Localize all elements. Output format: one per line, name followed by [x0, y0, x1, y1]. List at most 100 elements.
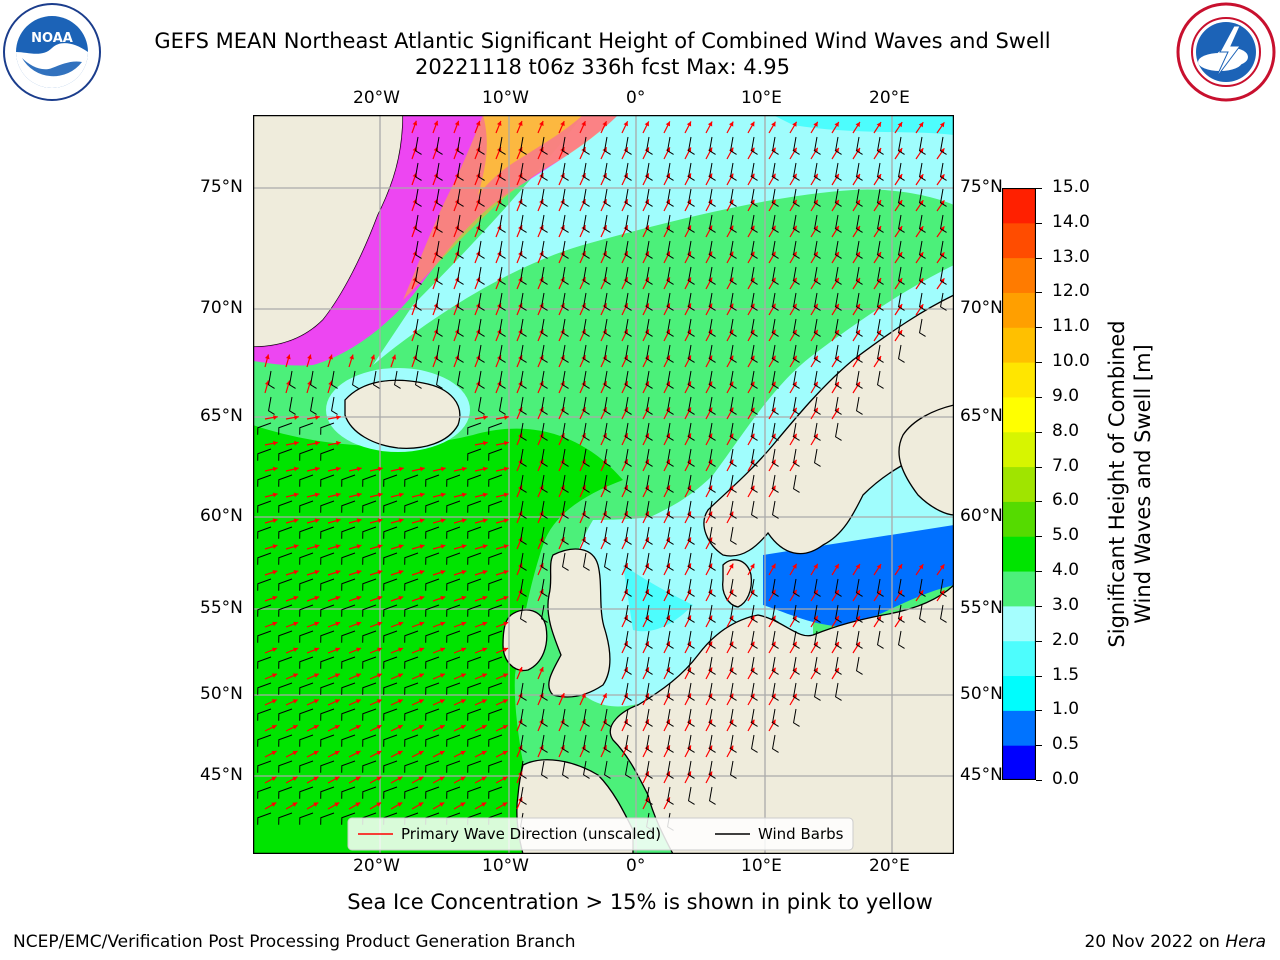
wind-barb	[877, 318, 884, 337]
wave-arrow-head	[314, 621, 320, 627]
wave-arrow-head	[398, 621, 404, 627]
wind-barb	[730, 214, 737, 233]
wind-barb	[562, 370, 569, 389]
wave-arrow-head	[293, 440, 299, 446]
wind-barb	[688, 292, 695, 311]
wind-barb	[814, 422, 821, 441]
wind-barb	[541, 578, 548, 597]
wind-barb	[383, 682, 398, 695]
wind-barb	[646, 396, 653, 415]
wind-barb	[814, 656, 821, 675]
wind-barb	[688, 552, 695, 571]
wind-barb	[362, 630, 377, 643]
lat-tick-left-2: 70°N	[200, 298, 243, 318]
wind-barb	[814, 266, 821, 285]
wind-barb	[709, 526, 716, 545]
wave-arrow-head	[328, 354, 333, 360]
wind-barb	[730, 370, 737, 389]
wave-arrow-head	[419, 492, 425, 498]
wind-barb	[646, 578, 653, 597]
wind-barb	[446, 500, 461, 513]
wave-arrow-head	[292, 699, 298, 704]
lat-tick-right-2: 70°N	[960, 298, 1003, 318]
wave-arrow-head	[397, 673, 403, 678]
lon-tick-bottom-4: 10°E	[741, 856, 782, 876]
wind-barb	[625, 422, 632, 441]
wind-barb	[814, 162, 821, 181]
wind-barb	[667, 266, 674, 285]
wind-barb	[835, 292, 842, 311]
wind-barb	[488, 422, 503, 435]
wave-arrow-head	[503, 518, 509, 524]
wave-arrow-head	[314, 595, 320, 601]
wind-barb	[278, 526, 293, 539]
wave-arrow-head	[502, 673, 508, 678]
wind-barb	[341, 604, 356, 617]
colorbar-swatch	[1002, 675, 1036, 711]
wind-barb	[488, 500, 503, 513]
wind-barb	[341, 734, 356, 747]
wind-barb	[446, 708, 461, 721]
wind-barb	[383, 760, 398, 773]
wave-arrow-head	[293, 544, 299, 549]
wind-barb	[425, 760, 440, 773]
wind-barb	[793, 578, 800, 597]
iceland	[344, 379, 461, 449]
wind-barb	[646, 474, 653, 493]
wave-arrow-head	[313, 725, 319, 730]
wind-barb	[667, 552, 674, 571]
wind-barb	[467, 708, 482, 721]
wind-barb	[320, 500, 335, 513]
footer-right: 20 Nov 2022 on Hera	[1084, 932, 1266, 952]
wave-arrow-head	[335, 492, 341, 498]
wind-barb	[488, 552, 503, 565]
wind-barb	[488, 656, 503, 669]
wind-barb	[709, 786, 716, 805]
wind-barb	[898, 266, 905, 285]
wind-barb	[383, 630, 398, 643]
wind-barb	[877, 604, 884, 623]
wind-barb	[940, 188, 947, 207]
wind-barb	[772, 578, 779, 597]
wave-arrow-head	[292, 673, 298, 678]
wave-arrow-head	[834, 121, 839, 127]
wave-arrow-head	[771, 121, 776, 127]
wave-arrow-head	[602, 121, 607, 127]
wave-arrow-head	[481, 802, 487, 807]
wind-barb	[898, 136, 905, 155]
wind-barb	[467, 552, 482, 565]
wave-arrow-head	[398, 492, 404, 498]
wind-barb	[320, 448, 335, 461]
wave-arrow-head	[370, 354, 375, 360]
wave-arrow-head	[440, 466, 446, 472]
wind-barb	[383, 708, 398, 721]
wind-barb	[709, 578, 716, 597]
wind-barb	[362, 656, 377, 669]
wind-barb	[751, 422, 758, 441]
wind-barb	[583, 396, 590, 415]
wind-barb	[688, 708, 695, 727]
wind-barb	[751, 604, 758, 623]
wind-barb	[835, 240, 842, 259]
wind-barb	[257, 812, 272, 825]
wind-barb	[646, 630, 653, 649]
wind-barb	[667, 344, 674, 363]
wind-barb	[814, 370, 821, 389]
wind-barb	[415, 214, 422, 233]
wind-barb	[793, 162, 800, 181]
wave-arrow-head	[581, 693, 586, 699]
wind-barb	[467, 630, 482, 643]
wind-barb	[625, 500, 632, 519]
wave-arrow-head	[813, 121, 818, 127]
wind-barb	[709, 188, 716, 207]
wind-barb	[625, 344, 632, 363]
wave-arrow-head	[376, 802, 382, 807]
wind-barb	[940, 136, 947, 155]
wind-barb	[604, 552, 611, 571]
wave-arrow-head	[377, 595, 383, 601]
wave-arrow-head	[419, 518, 425, 524]
wind-barb	[278, 812, 293, 825]
wave-arrow-head	[792, 563, 797, 569]
wind-barb	[604, 474, 611, 493]
wind-barb	[425, 656, 440, 669]
